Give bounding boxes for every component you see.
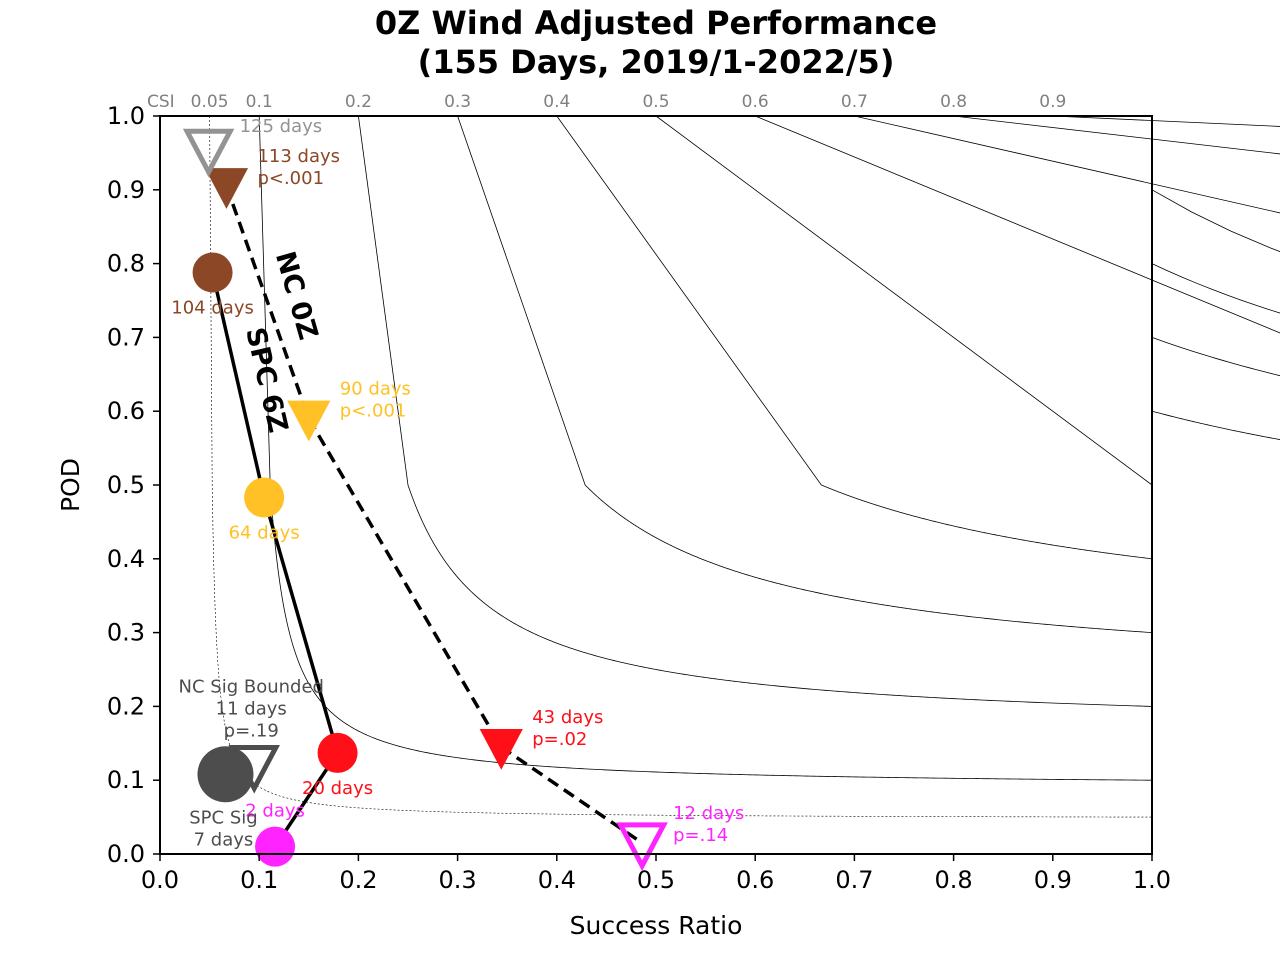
y-tick-label: 0.0 xyxy=(107,840,145,868)
csi-contour-line xyxy=(1052,115,1280,253)
y-tick-label: 1.0 xyxy=(107,102,145,130)
chart-subtitle: (155 Days, 2019/1-2022/5) xyxy=(418,43,895,81)
csi-contours xyxy=(209,115,1280,818)
series-markers xyxy=(182,128,668,872)
circle-marker xyxy=(192,252,233,293)
point-annotation: 125 days xyxy=(240,116,323,137)
point-annotation: 90 days xyxy=(340,379,411,400)
triangle-marker xyxy=(204,168,249,209)
csi-contour-line xyxy=(556,115,1153,560)
csi-tick-label: 0.8 xyxy=(940,92,967,112)
csi-contour-line xyxy=(209,115,1153,818)
point-annotation: 2 days xyxy=(245,801,305,822)
circle-marker xyxy=(317,732,358,773)
point-annotation: p<.001 xyxy=(257,168,324,189)
x-tick-label: 0.6 xyxy=(736,866,774,894)
x-tick-label: 0.4 xyxy=(538,866,576,894)
csi-contour-line xyxy=(457,115,1153,633)
point-annotation: NC Sig Bounded xyxy=(179,676,324,697)
csi-axis-labels: 0.05 0.1 0.2 0.3 0.4 0.5 0.6 0.7 0.8 0.9 xyxy=(191,92,1067,112)
point-annotation: 12 days xyxy=(673,803,744,824)
circle-marker xyxy=(255,826,296,867)
point-annotation: 43 days xyxy=(532,707,603,728)
series-line xyxy=(210,272,340,848)
point-annotation: p=.14 xyxy=(673,825,728,846)
csi-tick-label: 0.05 xyxy=(191,92,229,112)
y-tick-label: 0.7 xyxy=(107,323,145,351)
y-tick-label: 0.5 xyxy=(107,471,145,499)
y-tick-label: 0.2 xyxy=(107,692,145,720)
csi-tick-label: 0.1 xyxy=(246,92,273,112)
point-annotation: 64 days xyxy=(229,523,300,544)
y-axis-ticks: 0.0 0.1 0.2 0.3 0.4 0.5 0.6 0.7 0.8 0.9 1.0 xyxy=(107,102,160,868)
x-tick-label: 0.7 xyxy=(835,866,873,894)
x-tick-label: 0.9 xyxy=(1034,866,1072,894)
series-line xyxy=(224,185,644,845)
csi-tick-label: 0.3 xyxy=(444,92,471,112)
x-axis-ticks: 0.0 0.1 0.2 0.3 0.4 0.5 0.6 0.7 0.8 0.9 1.0 xyxy=(141,854,1171,894)
circle-marker xyxy=(244,477,285,518)
x-tick-label: 0.0 xyxy=(141,866,179,894)
series-label-nc-0z: NC 0Z xyxy=(269,248,324,343)
y-tick-label: 0.1 xyxy=(107,766,145,794)
triangle-marker xyxy=(182,128,235,178)
csi-tick-label: 0.7 xyxy=(841,92,868,112)
x-axis-label: Success Ratio xyxy=(570,911,743,940)
y-tick-label: 0.3 xyxy=(107,619,145,647)
csi-tick-label: 0.6 xyxy=(742,92,769,112)
y-axis-label: POD xyxy=(56,458,85,512)
csi-tick-label: 0.9 xyxy=(1039,92,1066,112)
point-annotation: p<.001 xyxy=(340,401,407,422)
x-tick-label: 0.2 xyxy=(339,866,377,894)
x-tick-label: 0.1 xyxy=(240,866,278,894)
x-tick-label: 0.3 xyxy=(439,866,477,894)
point-annotation: 11 days xyxy=(216,698,287,719)
triangle-marker xyxy=(479,728,523,770)
point-annotation: p=.02 xyxy=(532,729,587,750)
series-lines xyxy=(210,185,644,848)
csi-contour-line xyxy=(655,115,1153,486)
csi-contour-line xyxy=(755,115,1280,441)
point-annotation: 104 days xyxy=(171,297,254,318)
csi-contour-line xyxy=(854,115,1280,377)
y-tick-label: 0.9 xyxy=(107,176,145,204)
point-annotation: 113 days xyxy=(257,146,340,167)
point-annotation: p=.19 xyxy=(224,720,279,741)
x-tick-label: 0.5 xyxy=(637,866,675,894)
point-annotation: 20 days xyxy=(302,778,373,799)
triangle-marker xyxy=(616,822,668,872)
triangle-marker xyxy=(287,400,331,442)
y-tick-label: 0.4 xyxy=(107,545,145,573)
csi-contour-line xyxy=(358,115,1153,707)
point-annotation: 7 days xyxy=(194,829,254,850)
plot-frame xyxy=(159,115,1153,855)
x-tick-label: 1.0 xyxy=(1133,866,1171,894)
csi-tick-label: 0.4 xyxy=(543,92,570,112)
x-tick-label: 0.8 xyxy=(935,866,973,894)
chart-title: 0Z Wind Adjusted Performance xyxy=(375,4,937,42)
y-tick-label: 0.8 xyxy=(107,250,145,278)
circle-marker xyxy=(197,746,254,803)
csi-contour-line xyxy=(258,115,1153,781)
csi-tick-label: 0.5 xyxy=(642,92,669,112)
y-tick-label: 0.6 xyxy=(107,397,145,425)
csi-tick-label: 0.2 xyxy=(345,92,372,112)
csi-axis-title: CSI xyxy=(147,92,175,112)
point-annotation: SPC Sig xyxy=(189,807,257,828)
